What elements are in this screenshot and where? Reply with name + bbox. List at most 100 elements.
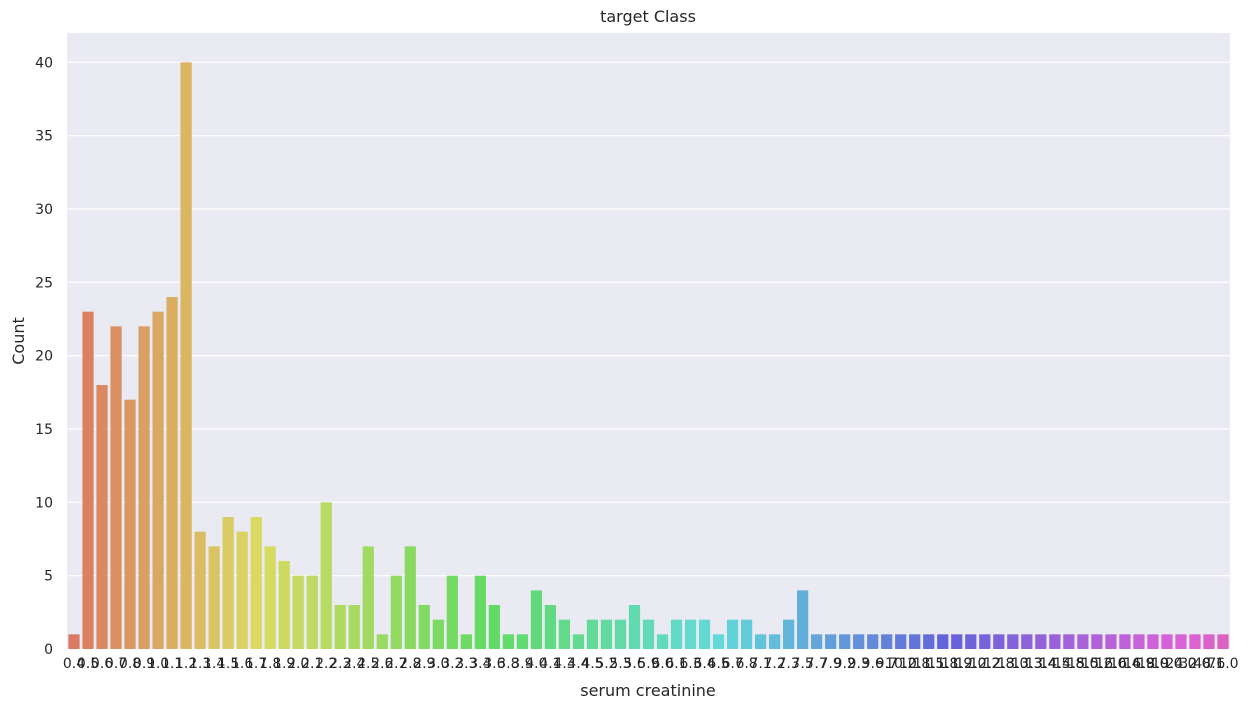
x-tick-label: 15.2 xyxy=(1081,656,1112,672)
bar-5.6 xyxy=(628,605,641,649)
y-tick-label: 40 xyxy=(35,55,53,71)
y-axis-label: Count xyxy=(9,317,28,365)
bar-1.1 xyxy=(166,297,178,649)
bar-15.2 xyxy=(1091,634,1103,649)
x-tick-label: 9.3 xyxy=(848,656,870,672)
x-tick-label: 15.0 xyxy=(1067,656,1098,672)
x-tick-label: 1.4 xyxy=(203,656,225,672)
bar-12.0 xyxy=(965,634,977,649)
x-tick-label: 1.0 xyxy=(147,656,169,672)
x-tick-label: 11.9 xyxy=(941,656,972,672)
bar-4.4 xyxy=(572,634,585,649)
bar-11.8 xyxy=(937,634,949,649)
x-tick-label: 2.6 xyxy=(371,656,393,672)
x-tick-label: 2.7 xyxy=(385,656,407,672)
x-tick-label: 5.9 xyxy=(637,656,659,672)
x-tick-label: 3.2 xyxy=(441,656,463,672)
y-tick-label: 15 xyxy=(35,422,53,438)
x-tick-label: 16.4 xyxy=(1109,656,1140,672)
bar-7.2 xyxy=(769,634,781,649)
x-tick-label: 3.8 xyxy=(497,656,519,672)
y-tick-label: 30 xyxy=(35,202,53,218)
bar-18.0 xyxy=(1147,634,1159,649)
bar-24.0 xyxy=(1175,634,1187,649)
x-tick-label: 2.8 xyxy=(399,656,421,672)
x-tick-label: 7.7 xyxy=(806,656,828,672)
x-tick-label: 13.3 xyxy=(1011,656,1042,672)
x-tick-label: 0.7 xyxy=(105,656,127,672)
x-tick-label: 1.3 xyxy=(189,656,211,672)
x-tick-label: 14.8 xyxy=(1053,656,1084,672)
bar-6.8 xyxy=(740,619,753,649)
x-tick-label: 12.8 xyxy=(983,656,1014,672)
x-tick-label: 12.2 xyxy=(969,656,1000,672)
bar-4.5 xyxy=(586,619,599,649)
x-tick-label: 3.4 xyxy=(469,656,491,672)
x-tick-label: 7.5 xyxy=(791,656,813,672)
bar-3.8 xyxy=(502,634,514,649)
bar-5.3 xyxy=(614,619,627,649)
bar-48.1 xyxy=(1203,634,1215,649)
x-axis-ticks: 0.40.50.60.70.80.91.01.11.21.31.41.51.61… xyxy=(63,656,1239,672)
bar-7.1 xyxy=(754,634,767,649)
x-tick-label: 1.5 xyxy=(217,656,239,672)
bar-19.0 xyxy=(1161,634,1173,649)
bar-16.4 xyxy=(1119,634,1131,649)
x-tick-label: 1.7 xyxy=(245,656,267,672)
bar-1.6 xyxy=(236,531,248,649)
bar-11.5 xyxy=(923,634,935,649)
x-tick-label: 5.3 xyxy=(609,656,631,672)
x-tick-label: 9.2 xyxy=(834,656,856,672)
x-tick-label: 7.1 xyxy=(749,656,771,672)
x-tick-label: 1.8 xyxy=(259,656,281,672)
x-axis-label: serum creatinine xyxy=(580,681,716,700)
x-tick-label: 6.8 xyxy=(735,656,757,672)
bar-6.5 xyxy=(712,634,725,649)
bar-13.3 xyxy=(1021,634,1033,649)
x-tick-label: 14.5 xyxy=(1039,656,1070,672)
y-tick-label: 10 xyxy=(35,495,53,511)
bar-1.3 xyxy=(194,531,206,649)
x-tick-label: 32.0 xyxy=(1179,656,1210,672)
bar-2.7 xyxy=(390,575,402,649)
y-tick-label: 25 xyxy=(35,275,53,291)
bar-2.0 xyxy=(292,575,304,649)
bar-10.8 xyxy=(909,634,921,649)
bar-0.7 xyxy=(110,326,122,649)
x-tick-label: 24.0 xyxy=(1165,656,1196,672)
x-tick-label: 6.3 xyxy=(679,656,701,672)
bar-14.8 xyxy=(1063,634,1075,649)
x-tick-label: 1.9 xyxy=(273,656,295,672)
x-tick-label: 4.4 xyxy=(567,656,589,672)
bar-16.0 xyxy=(1105,634,1117,649)
x-tick-label: 4.3 xyxy=(553,656,575,672)
bar-3.0 xyxy=(432,619,444,649)
x-tick-label: 0.4 xyxy=(63,656,85,672)
x-tick-label: 13.0 xyxy=(997,656,1028,672)
x-tick-label: 1.2 xyxy=(175,656,197,672)
x-tick-label: 9.6 xyxy=(862,656,884,672)
x-tick-label: 2.3 xyxy=(329,656,351,672)
x-tick-label: 2.9 xyxy=(413,656,435,672)
bar-2.1 xyxy=(306,575,318,649)
bar-6.4 xyxy=(698,619,711,649)
x-tick-label: 6.4 xyxy=(693,656,715,672)
bar-1.9 xyxy=(278,561,290,649)
x-tick-label: 7.9 xyxy=(820,656,842,672)
x-tick-label: 5.2 xyxy=(595,656,617,672)
x-tick-label: 76.0 xyxy=(1207,656,1238,672)
bar-13.4 xyxy=(1035,634,1047,649)
bar-7.7 xyxy=(811,634,823,649)
x-tick-label: 7.3 xyxy=(777,656,799,672)
y-tick-label: 5 xyxy=(44,569,53,585)
y-tick-label: 35 xyxy=(35,129,53,145)
bar-10.2 xyxy=(895,634,907,649)
bar-5.2 xyxy=(600,619,613,649)
x-tick-label: 4.1 xyxy=(539,656,561,672)
bar-14.5 xyxy=(1049,634,1061,649)
x-tick-label: 3.9 xyxy=(511,656,533,672)
bar-2.8 xyxy=(404,546,416,649)
x-tick-label: 2.5 xyxy=(357,656,379,672)
x-tick-label: 2.1 xyxy=(301,656,323,672)
x-tick-label: 1.6 xyxy=(231,656,253,672)
